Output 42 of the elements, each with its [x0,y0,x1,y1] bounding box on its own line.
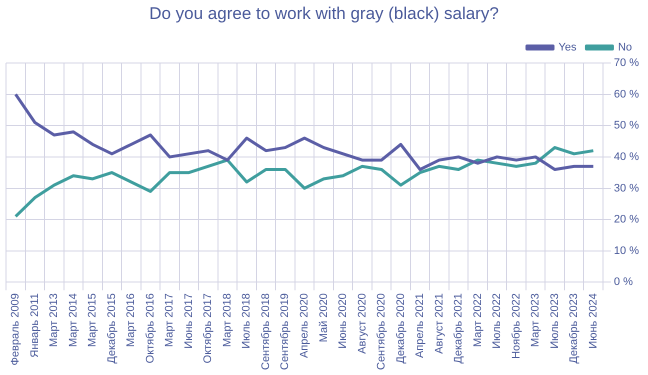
x-tick-label: Март 2023 [530,293,542,348]
x-tick-label: Май 2020 [318,293,330,342]
y-tick-label: 0 % [614,276,634,288]
x-tick-label: Июнь 2020 [337,293,350,349]
legend-label: No [618,42,632,54]
y-tick-label: 60 % [614,88,640,100]
y-tick-label: 70 % [614,57,640,70]
y-tick-label: 50 % [614,120,640,132]
x-tick-label: Октябрь 2017 [202,293,214,364]
y-tick-label: 10 % [614,244,640,257]
y-tick-label: 20 % [614,214,640,226]
x-tick-label: Март 2018 [221,293,234,348]
x-tick-label: Июль 2018 [240,293,253,349]
x-tick-label: Сентябрь 2018 [260,293,272,370]
x-tick-label: Ноябрь 2022 [510,293,522,359]
x-tick-label: Октябрь 2016 [144,293,156,364]
x-tick-label: Август 2021 [433,293,446,354]
x-tick-label: Август 2020 [356,293,368,354]
x-tick-label: Сентябрь 2020 [376,293,388,370]
x-tick-label: Июнь 2017 [182,293,195,349]
x-tick-label: Март 2017 [164,293,176,348]
legend-label: Yes [558,42,577,54]
x-tick-label: Сентябрь 2019 [279,293,292,370]
x-tick-label: Декабрь 2021 [452,293,465,364]
y-tick-label: 30 % [614,182,640,194]
x-tick-label: Июнь 2024 [587,293,600,349]
y-tick-label: 40 % [614,150,640,163]
x-tick-label: Апрель 2020 [298,293,310,358]
x-tick-label: Апрель 2021 [414,293,426,358]
x-tick-label: Февраль 2009 [10,293,22,366]
x-tick-label: Декабрь 2015 [106,293,118,364]
x-tick-label: Июль 2023 [548,293,561,349]
x-tick-label: Декабрь 2023 [568,293,580,364]
chart-title: Do you agree to work with gray (black) salary? [148,4,500,24]
x-tick-label: Июль 2022 [491,293,504,349]
x-tick-label: Март 2014 [67,293,80,348]
x-tick-label: Март 2022 [472,293,484,348]
x-tick-label: Январь 2011 [28,293,41,358]
x-tick-label: Март 2013 [48,293,60,348]
x-tick-label: Март 2016 [125,293,138,348]
x-tick-label: Декабрь 2020 [394,293,407,364]
x-tick-label: Март 2015 [86,293,99,348]
